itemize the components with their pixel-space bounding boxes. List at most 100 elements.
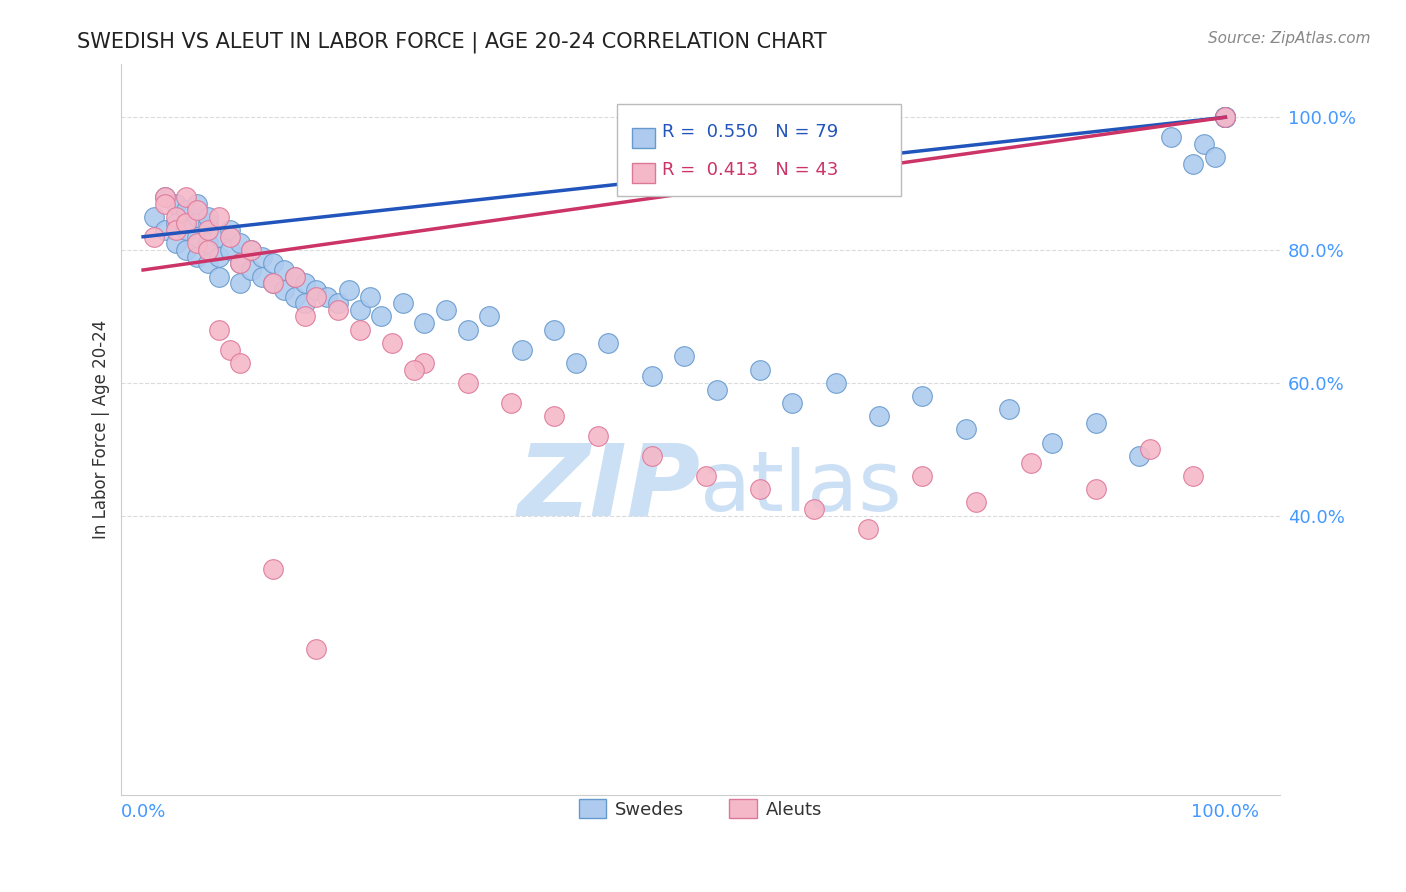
Point [218,229,240,244]
Point [284,269,307,284]
Point [142,210,165,224]
Point [966,495,988,509]
Point [262,562,284,576]
Point [208,210,231,224]
Legend: Swedes, Aleuts: Swedes, Aleuts [572,792,830,826]
Point [1215,110,1237,124]
Point [641,369,664,384]
Point [229,277,252,291]
Point [1215,110,1237,124]
Text: Source: ZipAtlas.com: Source: ZipAtlas.com [1208,31,1371,46]
Point [510,343,533,357]
Point [598,336,620,351]
Point [402,362,425,376]
Point [186,236,208,251]
Y-axis label: In Labor Force | Age 20-24: In Labor Force | Age 20-24 [93,319,110,539]
Point [218,223,240,237]
Point [1215,110,1237,124]
Point [1019,456,1042,470]
Point [197,236,219,251]
Point [316,289,339,303]
Point [197,217,219,231]
Point [294,310,316,324]
Point [824,376,846,390]
Point [434,302,457,317]
Point [153,223,176,237]
Point [782,396,804,410]
Point [706,383,728,397]
Point [208,269,231,284]
Point [208,250,231,264]
Point [176,190,198,204]
FancyBboxPatch shape [633,163,655,183]
Point [153,190,176,204]
Point [229,256,252,270]
Point [229,236,252,251]
Point [305,283,328,297]
Point [305,641,328,656]
Point [499,396,522,410]
Text: R =  0.550   N = 79: R = 0.550 N = 79 [662,123,838,141]
Point [911,469,934,483]
Point [262,277,284,291]
Point [565,356,588,370]
Text: atlas: atlas [700,448,903,528]
Point [197,256,219,270]
Text: SWEDISH VS ALEUT IN LABOR FORCE | AGE 20-24 CORRELATION CHART: SWEDISH VS ALEUT IN LABOR FORCE | AGE 20… [77,31,827,53]
Point [153,196,176,211]
Point [186,196,208,211]
Point [749,362,772,376]
Point [208,229,231,244]
Point [359,289,381,303]
FancyBboxPatch shape [617,104,901,195]
Point [543,323,565,337]
Point [998,402,1021,417]
Point [273,263,295,277]
Point [142,229,165,244]
Point [165,217,187,231]
Point [176,217,198,231]
Point [413,356,436,370]
Point [197,243,219,257]
Point [294,277,316,291]
Text: R =  0.413   N = 43: R = 0.413 N = 43 [662,161,838,179]
Point [186,229,208,244]
Point [165,223,187,237]
Point [349,323,371,337]
Text: ZIP: ZIP [517,440,700,536]
Point [911,389,934,403]
Point [457,323,479,337]
Point [208,323,231,337]
Point [176,243,198,257]
Point [284,289,307,303]
Point [250,250,273,264]
Point [695,469,717,483]
Point [1215,110,1237,124]
Point [250,269,273,284]
Point [197,223,219,237]
Point [1192,136,1215,151]
Point [176,223,198,237]
Point [176,203,198,218]
Point [457,376,479,390]
Point [1215,110,1237,124]
Point [673,349,696,363]
Point [858,522,880,536]
Point [240,263,263,277]
Point [392,296,415,310]
Point [349,302,371,317]
Point [262,277,284,291]
Point [641,449,664,463]
Point [186,250,208,264]
Point [153,190,176,204]
Point [586,429,609,443]
Point [868,409,890,423]
Point [1040,435,1063,450]
Point [284,269,307,284]
Point [543,409,565,423]
Point [165,210,187,224]
FancyBboxPatch shape [633,128,655,148]
Point [478,310,501,324]
Point [370,310,392,324]
Point [229,356,252,370]
